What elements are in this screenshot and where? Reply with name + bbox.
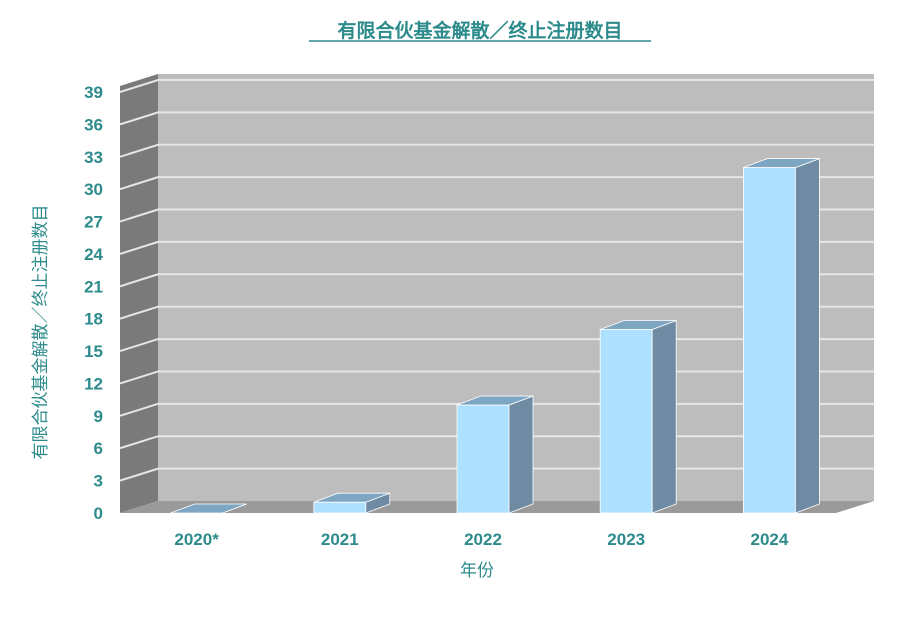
bar-front xyxy=(313,501,367,514)
y-tick-label: 12 xyxy=(84,374,103,393)
gridline xyxy=(119,208,874,223)
bar-front xyxy=(743,167,796,514)
bar-top xyxy=(170,503,247,514)
y-tick-label: 0 xyxy=(94,504,103,523)
y-tick-label: 33 xyxy=(84,148,103,167)
x-tick-label: 2024 xyxy=(750,530,788,549)
y-tick-label: 30 xyxy=(84,180,103,199)
y-tick-label: 36 xyxy=(84,115,103,134)
x-tick-label: 2023 xyxy=(607,530,645,549)
gridline xyxy=(119,111,874,126)
y-axis-title: 有限合伙基金解散／终止注册数目 xyxy=(31,205,51,460)
y-tick-label: 24 xyxy=(84,245,103,264)
y-tick-label: 39 xyxy=(84,83,103,102)
chart-walls xyxy=(120,74,874,513)
bars xyxy=(170,157,820,514)
y-tick-label: 18 xyxy=(84,310,103,329)
side-wall xyxy=(120,74,158,513)
gridline xyxy=(119,305,874,320)
bar-side xyxy=(795,157,820,514)
bar-top xyxy=(600,320,677,330)
back-wall xyxy=(158,74,874,501)
x-tick-label: 2022 xyxy=(464,530,502,549)
bar xyxy=(743,157,820,514)
y-tick-label: 6 xyxy=(94,439,103,458)
gridline xyxy=(119,79,874,93)
bar-side xyxy=(651,319,677,514)
x-tick-label: 2020* xyxy=(174,530,219,549)
gridline xyxy=(119,176,874,191)
x-tick-labels: 2020* 2021 2022 2023 2024 xyxy=(174,530,788,549)
gridlines xyxy=(119,79,874,482)
bar xyxy=(456,395,534,514)
gridline xyxy=(119,240,874,255)
chart-title: 有限合伙基金解散／终止注册数目 xyxy=(337,19,622,42)
bar-top xyxy=(743,158,820,168)
x-axis-title: 年份 xyxy=(460,561,494,581)
bar xyxy=(313,492,391,514)
x-tick-label: 2021 xyxy=(321,530,359,549)
bar-front xyxy=(599,329,653,514)
bar xyxy=(170,503,247,514)
gridline xyxy=(119,273,874,288)
y-tick-label: 9 xyxy=(94,407,103,426)
bar xyxy=(599,319,677,514)
gridline xyxy=(119,143,874,158)
y-tick-label: 27 xyxy=(84,213,103,232)
bar-front xyxy=(456,404,510,514)
y-tick-label: 3 xyxy=(94,472,103,491)
bar-side xyxy=(508,395,534,514)
y-tick-label: 21 xyxy=(84,277,103,296)
bar-top xyxy=(313,492,390,503)
bar-top xyxy=(456,395,534,406)
y-tick-label: 15 xyxy=(84,342,103,361)
